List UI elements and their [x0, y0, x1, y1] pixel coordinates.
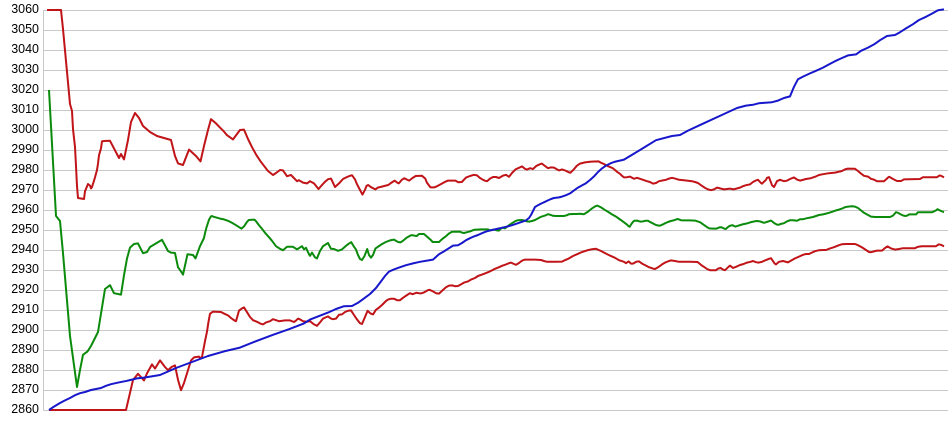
- svg-text:2950: 2950: [11, 222, 39, 236]
- svg-text:2940: 2940: [11, 242, 39, 256]
- svg-text:2900: 2900: [11, 322, 39, 336]
- svg-text:2920: 2920: [11, 282, 39, 296]
- svg-text:3000: 3000: [11, 122, 39, 136]
- svg-text:3030: 3030: [11, 62, 39, 76]
- svg-text:3050: 3050: [11, 22, 39, 36]
- svg-text:2960: 2960: [11, 202, 39, 216]
- svg-text:2910: 2910: [11, 302, 39, 316]
- svg-text:2870: 2870: [11, 382, 39, 396]
- svg-text:2970: 2970: [11, 182, 39, 196]
- svg-text:2860: 2860: [11, 402, 39, 416]
- svg-text:3020: 3020: [11, 82, 39, 96]
- svg-text:2980: 2980: [11, 162, 39, 176]
- svg-text:3060: 3060: [11, 2, 39, 16]
- svg-text:3040: 3040: [11, 42, 39, 56]
- svg-text:2990: 2990: [11, 142, 39, 156]
- svg-text:2930: 2930: [11, 262, 39, 276]
- svg-text:2880: 2880: [11, 362, 39, 376]
- svg-text:2890: 2890: [11, 342, 39, 356]
- svg-text:3010: 3010: [11, 102, 39, 116]
